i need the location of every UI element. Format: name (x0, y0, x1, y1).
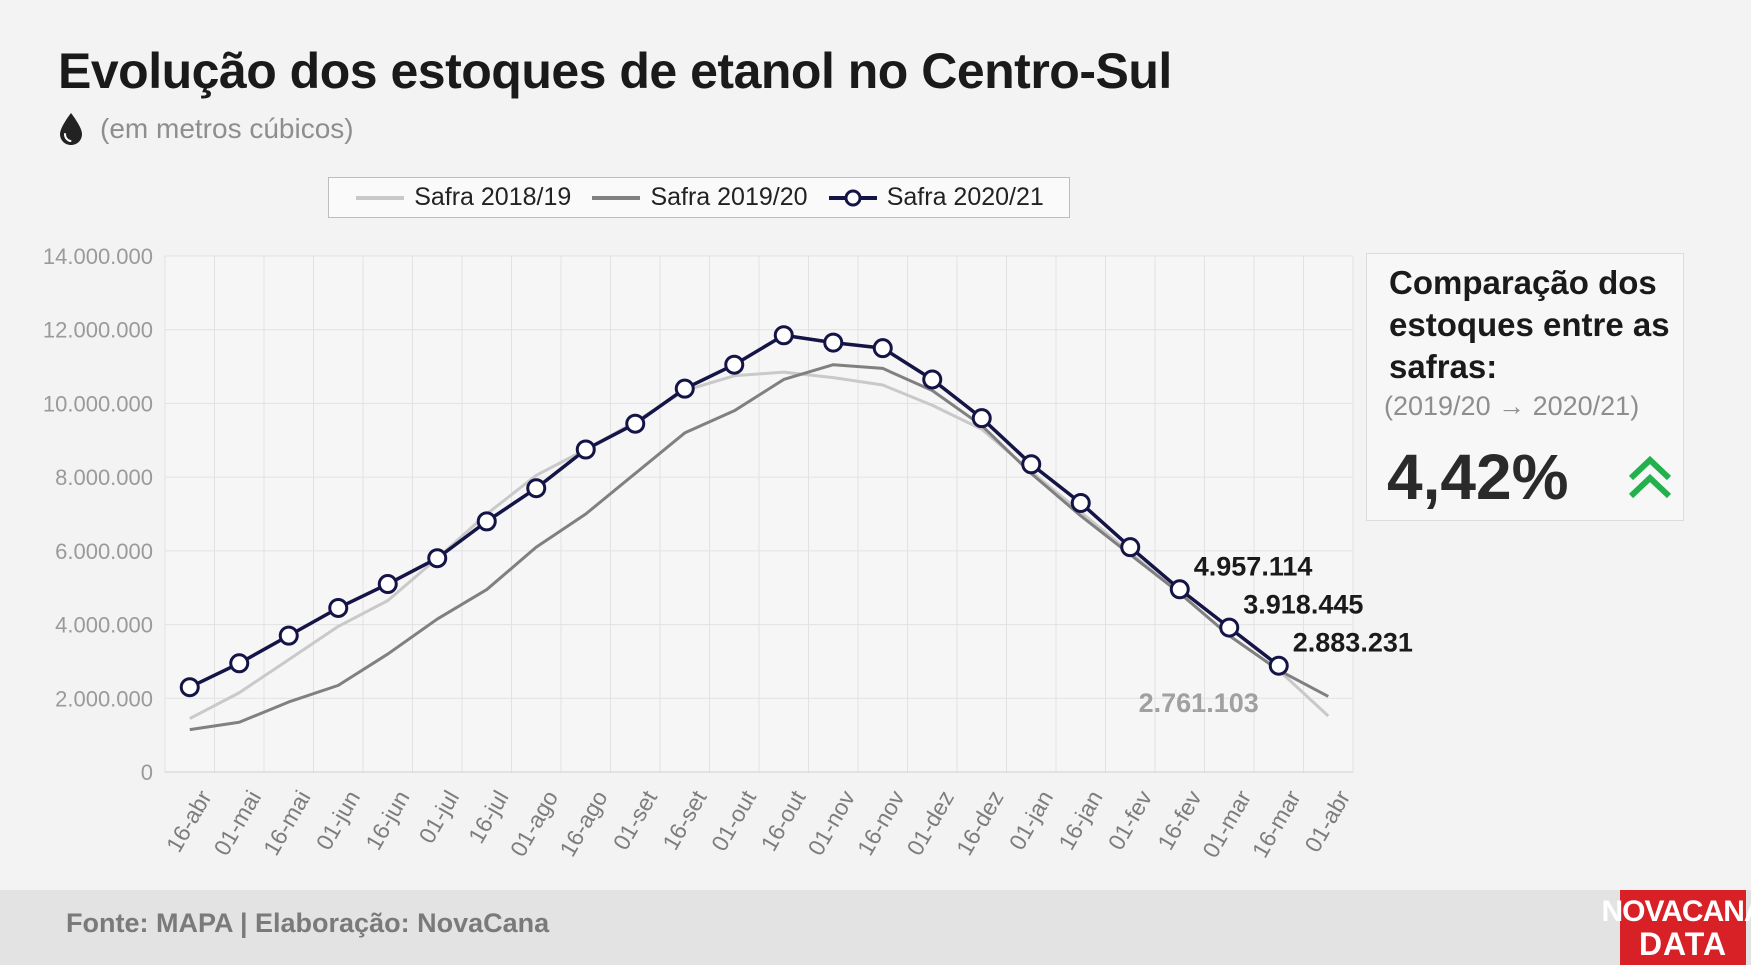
x-tick-label: 16-ago (554, 786, 612, 861)
data-point (1219, 617, 1240, 638)
data-point (1021, 454, 1042, 475)
chart-legend: Safra 2018/19 Safra 2019/20 Safra 2020/2… (328, 177, 1070, 218)
data-label: 4.957.114 (1194, 551, 1313, 581)
x-tick-label: 01-set (608, 785, 663, 854)
x-tick-label: 16-set (657, 785, 712, 854)
footer-source: Fonte: MAPA | Elaboração: NovaCana (66, 908, 550, 938)
footer: Fonte: MAPA | Elaboração: NovaCana (0, 890, 1751, 965)
data-point (823, 332, 844, 353)
data-point (179, 677, 200, 698)
data-point (971, 408, 992, 429)
double-chevron-up-icon (1628, 455, 1672, 499)
y-tick-label: 8.000.000 (55, 465, 153, 490)
legend-item-2018-19: Safra 2018/19 (354, 183, 571, 212)
comparison-title: Comparação dos estoques entre as safras: (1389, 264, 1670, 385)
novacana-logo: NOVACANA DATA (1601, 890, 1751, 965)
data-point (575, 439, 596, 460)
legend-swatch-2019-20 (592, 195, 641, 200)
x-tick-label: 16-nov (852, 785, 910, 859)
x-tick-label: 16-mai (258, 786, 316, 860)
data-point (278, 625, 299, 646)
series-line-------2019-20 (189, 363, 1329, 732)
x-tick-label: 01-mai (208, 786, 266, 860)
y-tick-label: 10.000.000 (43, 391, 153, 416)
drop-icon (60, 113, 82, 145)
logo-line2: DATA (1638, 925, 1728, 962)
x-tick-label: 16-fev (1152, 785, 1207, 854)
y-tick-label: 12.000.000 (43, 318, 153, 343)
y-tick-label: 0 (141, 760, 153, 785)
data-point (922, 369, 943, 390)
data-point (427, 548, 448, 569)
data-label: 2.883.231 (1293, 628, 1413, 658)
chart-subtitle: (em metros cúbicos) (100, 113, 354, 144)
comparison-box: Comparação dos estoques entre as safras:… (1366, 253, 1684, 521)
comparison-value: 4,42% (1387, 441, 1569, 513)
legend-label-2018-19: Safra 2018/19 (414, 183, 572, 211)
legend-item-2019-20: Safra 2019/20 (590, 183, 808, 212)
y-tick-label: 2.000.000 (55, 686, 153, 711)
x-tick-label: 01-dez (901, 786, 959, 860)
legend-label-2019-20: Safra 2019/20 (650, 183, 808, 211)
y-tick-label: 14.000.000 (43, 244, 153, 269)
subtitle-row: (em metros cúbicos) (58, 112, 354, 146)
y-tick-label: 6.000.000 (55, 539, 153, 564)
x-tick-label: 16-jan (1053, 786, 1107, 854)
logo-line1: NOVACANA (1601, 894, 1751, 928)
x-tick-label: 01-ago (505, 786, 563, 861)
line-chart: 0 2.000.000 4.000.000 6.000.000 8.000.000 10.… (43, 244, 1413, 862)
data-point (625, 413, 646, 434)
x-tick-label: 01-jun (311, 786, 365, 854)
x-tick-label: 16-dez (951, 786, 1009, 860)
legend-swatch-2018-19 (356, 195, 405, 200)
data-point (773, 325, 794, 346)
x-tick-label: 01-out (706, 785, 761, 855)
data-point (674, 378, 695, 399)
legend-swatch-2020-21 (828, 189, 877, 206)
x-tick-label: 01-nov (802, 785, 860, 859)
page-title: Evolução dos estoques de etanol no Centr… (58, 43, 1172, 99)
legend-label-2020-21: Safra 2020/21 (886, 183, 1044, 211)
data-label: 2.761.103 (1139, 688, 1259, 718)
data-point (377, 574, 398, 595)
x-tick-label: 16-jun (360, 786, 414, 854)
x-tick-label: 16-jul (463, 786, 514, 848)
x-tick-label: 01-fev (1103, 785, 1158, 854)
x-tick-label: 16-mar (1247, 786, 1306, 862)
y-tick-label: 4.000.000 (55, 613, 153, 638)
data-point (872, 338, 893, 359)
x-tick-label: 01-abr (1299, 786, 1355, 857)
data-point (526, 478, 547, 499)
data-point (1268, 655, 1289, 676)
comparison-period: (2019/20 → 2020/21) (1384, 391, 1640, 421)
legend-item-2020-21: Safra 2020/21 (827, 183, 1044, 212)
data-label: 3.918.445 (1243, 590, 1363, 620)
data-point (724, 354, 745, 375)
data-point (229, 653, 250, 674)
x-tick-label: 01-jan (1004, 786, 1058, 854)
data-point (1120, 537, 1141, 558)
x-tick-label: 01-jul (413, 786, 464, 848)
data-point (1169, 579, 1190, 600)
data-point (1070, 492, 1091, 513)
data-point (476, 511, 497, 532)
data-point (328, 597, 349, 618)
